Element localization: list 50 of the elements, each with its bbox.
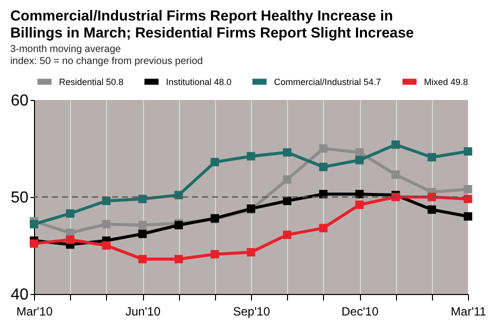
point	[174, 254, 183, 264]
point	[355, 200, 364, 209]
legend-label: Commercial/Industrial 54.7	[274, 76, 382, 87]
point	[355, 190, 364, 198]
point	[246, 248, 256, 256]
x-tick-label: Jun'10	[126, 304, 161, 318]
point	[319, 190, 328, 198]
x-tick-label: Dec'10	[342, 304, 379, 318]
point	[102, 241, 111, 250]
y-tick-label: 50	[10, 190, 29, 206]
point	[464, 147, 472, 156]
legend-label: Residential 50.8	[59, 76, 124, 87]
point	[174, 190, 183, 200]
point	[102, 220, 111, 228]
y-tick-label: 40	[10, 286, 29, 304]
x-tick-label: Mar'10	[16, 304, 53, 318]
legend-label: Mixed 49.8	[424, 76, 468, 87]
point	[282, 196, 292, 206]
point	[30, 220, 38, 228]
chart-subtitle: 3-month moving average index: 50 = no change from previous period	[10, 44, 203, 67]
point	[282, 230, 292, 240]
point	[355, 156, 364, 164]
point	[391, 170, 400, 179]
point	[319, 224, 328, 232]
x-tick-label: Mar'11	[450, 304, 487, 318]
point	[210, 158, 220, 166]
legend-label: Institutional 48.0	[166, 76, 232, 87]
point	[30, 239, 38, 248]
point	[464, 185, 472, 194]
y-tick-label: 60	[10, 92, 29, 110]
x-tick-label: Sep'10	[233, 304, 270, 318]
point	[428, 205, 436, 214]
point	[66, 235, 74, 244]
point	[355, 148, 364, 157]
point	[464, 212, 472, 221]
point	[138, 220, 147, 230]
chart-title: Commercial/Industrial Firms Report Healthy Increase in Billings in March; Residential Firms Report Slight Increase	[10, 8, 414, 42]
point	[319, 162, 328, 172]
point	[282, 148, 292, 157]
point	[66, 209, 74, 218]
point	[428, 153, 436, 162]
point	[246, 152, 256, 160]
point	[428, 192, 436, 202]
point	[138, 230, 147, 238]
point	[210, 250, 220, 258]
point	[319, 144, 328, 153]
point	[282, 175, 292, 184]
point	[138, 254, 147, 264]
point	[102, 196, 111, 206]
point	[391, 140, 400, 149]
